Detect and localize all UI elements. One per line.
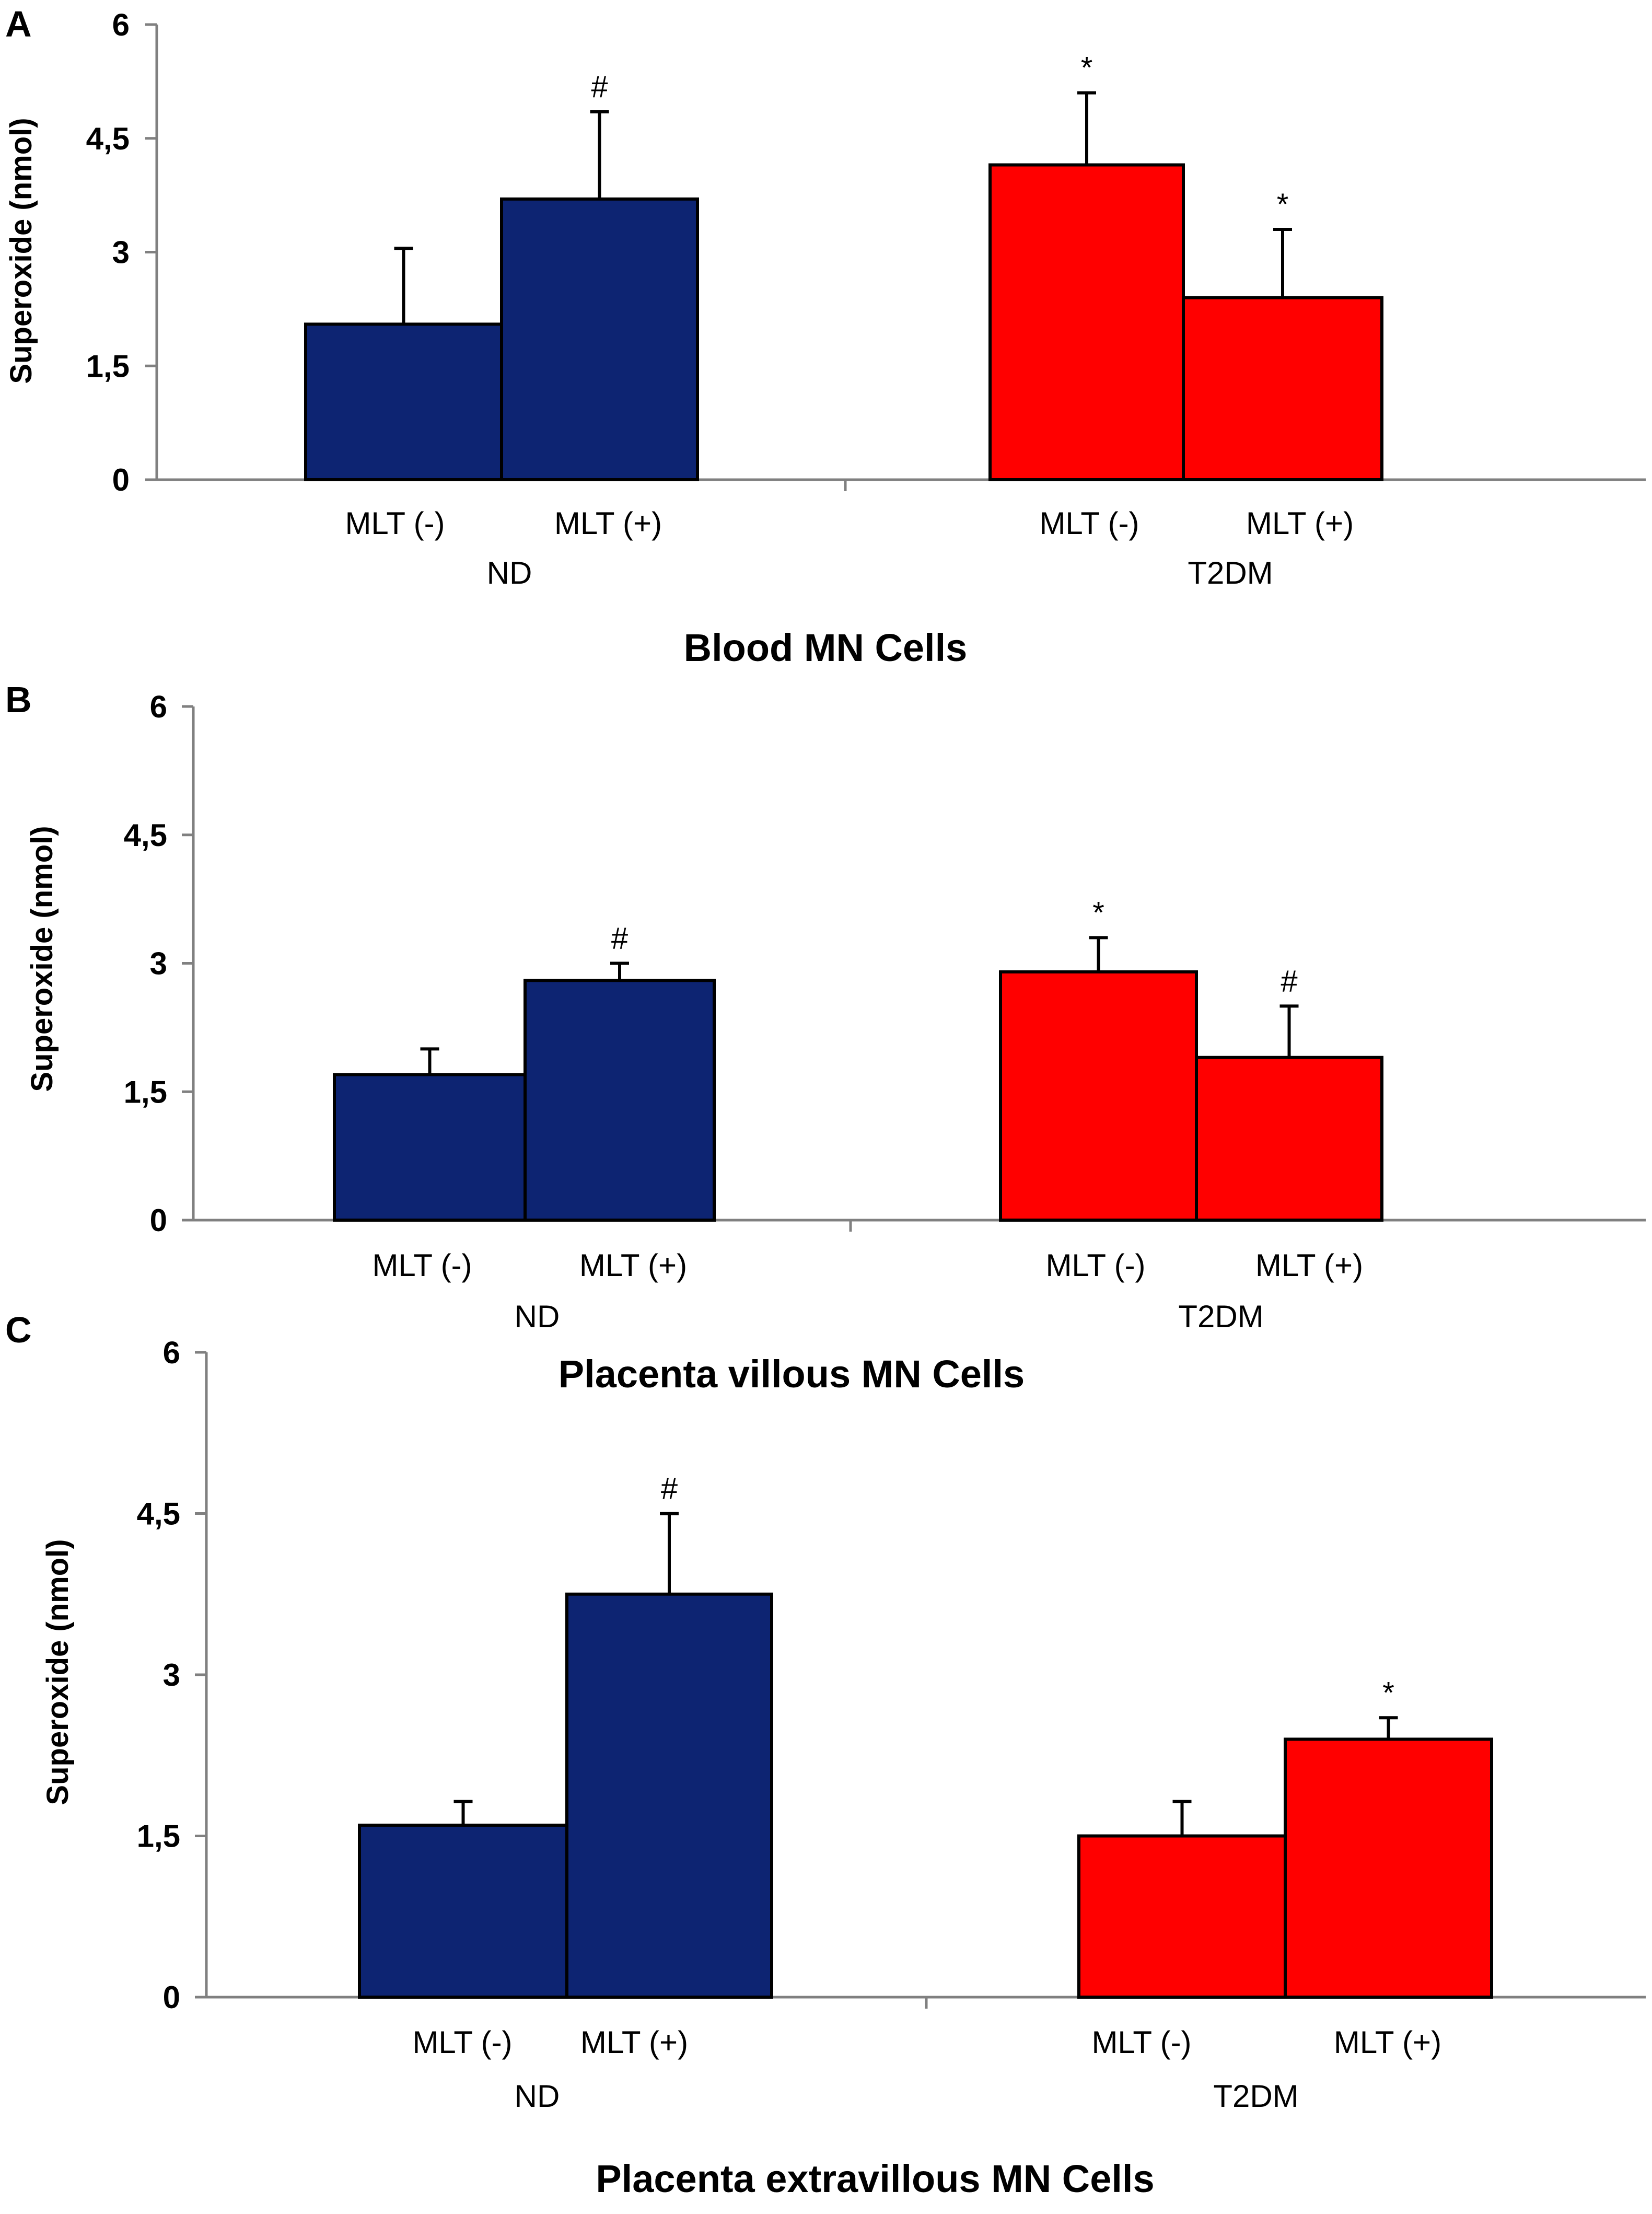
bar-t2dm-mlt-minus	[999, 970, 1198, 1222]
bar-nd-mlt-plus	[523, 979, 716, 1222]
category-label: MLT (+)	[1255, 1248, 1363, 1283]
y-tick-label: 4,5	[137, 1497, 180, 1532]
y-tick-label: 3	[163, 1657, 180, 1693]
significance-marker: #	[1281, 964, 1297, 998]
category-label: MLT (-)	[1039, 506, 1139, 541]
y-tick-label: 6	[150, 689, 167, 724]
significance-marker: *	[1277, 188, 1289, 222]
y-tick-label: 6	[163, 1335, 180, 1370]
category-label: MLT (-)	[1091, 2025, 1191, 2060]
y-tick-label: 3	[112, 235, 130, 270]
bar-nd-mlt-plus	[565, 1592, 773, 1999]
panel-letter: A	[5, 4, 32, 44]
significance-marker: #	[611, 922, 628, 956]
bar-t2dm-mlt-minus	[1077, 1834, 1287, 1999]
bar-t2dm-mlt-plus	[1284, 1737, 1493, 1999]
category-label: MLT (+)	[1334, 2025, 1441, 2060]
y-axis-label: Superoxide (nmol)	[4, 118, 38, 384]
bar-nd-mlt-minus	[333, 1073, 527, 1222]
category-label: MLT (-)	[345, 506, 445, 541]
group-label: T2DM	[1178, 1299, 1263, 1334]
y-tick-label: 6	[112, 7, 130, 42]
significance-marker: *	[1092, 896, 1104, 930]
y-tick-label: 1,5	[124, 1074, 167, 1109]
significance-marker: *	[1081, 51, 1093, 85]
y-tick-label: 1,5	[86, 349, 130, 384]
group-label: ND	[487, 555, 532, 590]
bar-nd-mlt-minus	[358, 1823, 568, 1999]
y-tick-label: 4,5	[86, 121, 130, 156]
bar-t2dm-mlt-minus	[988, 163, 1185, 481]
y-axis-label: Superoxide (nmol)	[25, 826, 59, 1092]
y-tick-label: 1,5	[137, 1819, 180, 1854]
category-label: MLT (+)	[579, 1248, 687, 1283]
panel-letter: B	[5, 679, 32, 720]
significance-marker: #	[591, 70, 608, 104]
category-label: MLT (+)	[1246, 506, 1354, 541]
bar-nd-mlt-plus	[500, 197, 699, 481]
category-label: MLT (+)	[554, 506, 662, 541]
y-tick-label: 4,5	[124, 818, 167, 853]
panel-c: C 0 1,5 3 4,5 6 Superoxide (nmol) MLT (-) # MLT (…	[5, 1309, 1646, 2200]
bar-t2dm-mlt-plus	[1182, 296, 1383, 481]
chart-title: Placenta extravillous MN Cells	[596, 2157, 1154, 2200]
chart-title: Blood MN Cells	[684, 626, 968, 669]
y-tick-label: 0	[150, 1203, 167, 1238]
y-axis-label: Superoxide (nmol)	[41, 1539, 75, 1805]
category-label: MLT (-)	[372, 1248, 472, 1283]
bar-t2dm-mlt-plus	[1195, 1056, 1383, 1222]
y-tick-label: 0	[112, 462, 130, 497]
bar-nd-mlt-minus	[304, 322, 503, 481]
significance-marker: #	[661, 1472, 678, 1506]
y-tick-label: 0	[163, 1980, 180, 2015]
significance-marker: *	[1382, 1676, 1394, 1710]
y-tick-label: 3	[150, 946, 167, 981]
category-label: MLT (+)	[580, 2025, 688, 2060]
group-label: T2DM	[1213, 2079, 1298, 2114]
panel-b: B 0 1,5 3 4,5 6 Superoxide (nmol) MLT (-) # MLT (…	[5, 679, 1646, 1396]
category-label: MLT (-)	[1045, 1248, 1145, 1283]
group-label: ND	[515, 2079, 560, 2114]
panel-a: A 0 1,5 3 4,5 6 Superoxide (nmol) MLT (-) # MLT (…	[4, 4, 1646, 669]
group-label: T2DM	[1188, 555, 1273, 590]
panel-letter: C	[5, 1309, 32, 1350]
chart-title: Placenta villous MN Cells	[559, 1352, 1025, 1396]
category-label: MLT (-)	[412, 2025, 512, 2060]
group-label: ND	[515, 1299, 560, 1334]
